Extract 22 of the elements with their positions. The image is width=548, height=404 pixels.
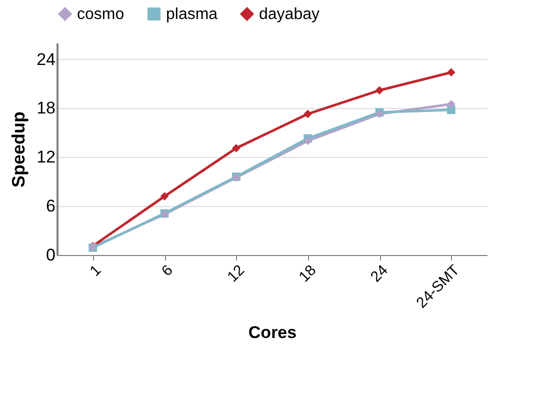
x-tick-label: 1 <box>86 262 105 280</box>
y-axis-title: Speedup <box>8 111 29 188</box>
x-tick-label: 24 <box>367 262 392 286</box>
x-tick-label: 6 <box>158 262 176 280</box>
point <box>446 100 456 108</box>
point <box>446 68 456 77</box>
point <box>375 86 384 94</box>
y-tick-label: 18 <box>36 98 56 118</box>
x-tick-label: 18 <box>296 262 320 286</box>
y-tick-label: 24 <box>36 50 56 69</box>
point <box>304 136 312 146</box>
point <box>160 192 169 200</box>
legend-label: cosmo <box>77 6 124 23</box>
x-axis-title: Cores <box>248 322 297 342</box>
legend-label: dayabay <box>259 6 320 23</box>
y-tick-label: 6 <box>46 196 56 216</box>
x-tick-label: 12 <box>224 262 248 286</box>
point <box>232 144 240 152</box>
y-tick-label: 0 <box>46 246 56 264</box>
point <box>304 110 312 118</box>
legend-label: plasma <box>166 6 218 23</box>
y-tick-label: 12 <box>36 148 56 167</box>
